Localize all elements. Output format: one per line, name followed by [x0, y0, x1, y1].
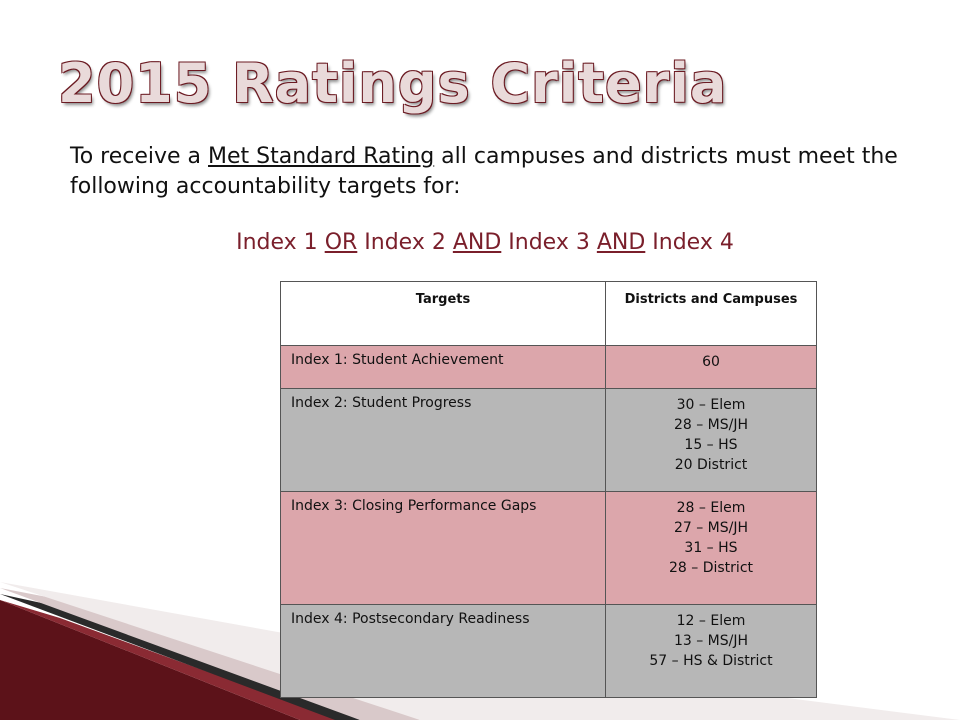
table-header-row: Targets Districts and Campuses: [280, 281, 817, 346]
table-row: Index 1: Student Achievement 60: [280, 345, 817, 389]
value-line: 27 – MS/JH: [673, 520, 749, 536]
value-line: 28 – MS/JH: [673, 417, 749, 433]
row-values: 28 – Elem 27 – MS/JH 31 – HS 28 – Distri…: [605, 491, 817, 605]
index-part-3: Index 3: [501, 230, 597, 255]
index-and-2: AND: [596, 230, 646, 255]
value-line: 28 – Elem: [676, 500, 746, 516]
row-values: 60: [605, 345, 817, 389]
index-and-1: AND: [452, 230, 502, 255]
value-line: 13 – MS/JH: [673, 633, 749, 649]
page-title: 2015 Ratings Criteria: [58, 52, 728, 115]
value-line: 28 – District: [669, 560, 753, 576]
targets-table: Targets Districts and Campuses Index 1: …: [280, 281, 817, 698]
header-districts-campuses: Districts and Campuses: [605, 281, 817, 346]
row-target: Index 1: Student Achievement: [280, 345, 606, 389]
index-requirement-line: Index 1 OR Index 2 AND Index 3 AND Index…: [0, 230, 960, 255]
table-row: Index 4: Postsecondary Readiness 12 – El…: [280, 604, 817, 698]
table-row: Index 2: Student Progress 30 – Elem 28 –…: [280, 388, 817, 492]
index-part-4: Index 4: [645, 230, 734, 255]
value-line: 15 – HS: [684, 437, 738, 453]
row-values: 12 – Elem 13 – MS/JH 57 – HS & District: [605, 604, 817, 698]
value-line: 57 – HS & District: [649, 653, 773, 669]
value-line: 20 District: [674, 457, 748, 473]
intro-underlined: Met Standard Rating: [208, 144, 435, 169]
value-line: 60: [702, 354, 720, 370]
intro-text: To receive a Met Standard Rating all cam…: [70, 142, 910, 202]
intro-after: all campuses and districts must meet the…: [70, 144, 898, 199]
row-target: Index 4: Postsecondary Readiness: [280, 604, 606, 698]
index-part-1: Index 1: [236, 230, 325, 255]
index-part-2: Index 2: [357, 230, 453, 255]
row-target: Index 2: Student Progress: [280, 388, 606, 492]
header-targets: Targets: [280, 281, 606, 346]
value-line: 12 – Elem: [676, 613, 746, 629]
value-line: 30 – Elem: [676, 397, 746, 413]
intro-before: To receive a: [70, 144, 209, 169]
index-or: OR: [324, 230, 358, 255]
value-line: 31 – HS: [684, 540, 738, 556]
row-target: Index 3: Closing Performance Gaps: [280, 491, 606, 605]
table-row: Index 3: Closing Performance Gaps 28 – E…: [280, 491, 817, 605]
row-values: 30 – Elem 28 – MS/JH 15 – HS 20 District: [605, 388, 817, 492]
